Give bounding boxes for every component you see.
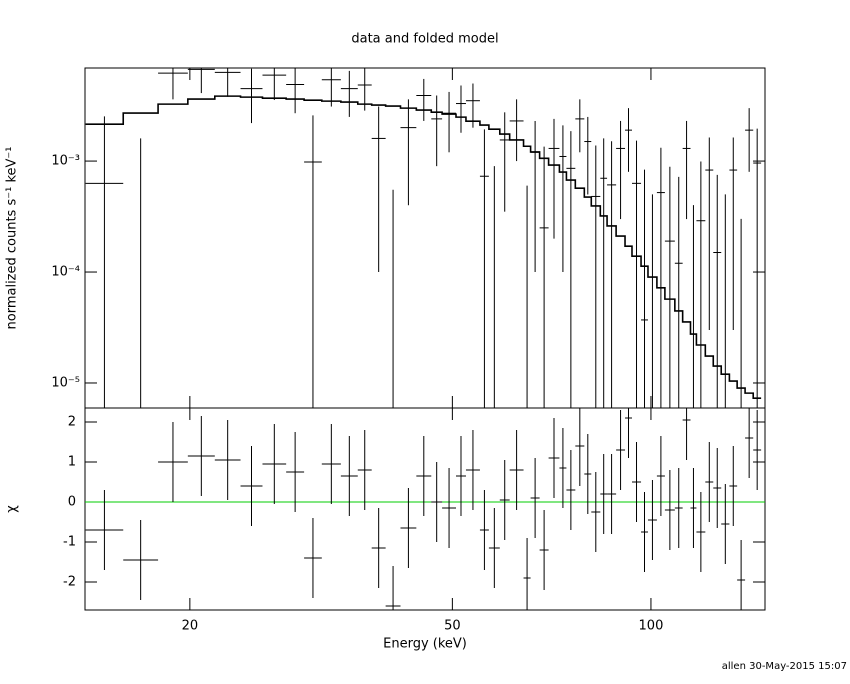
y-tick-label: 10⁻⁴	[51, 265, 80, 280]
x-tick-label: 20	[182, 619, 199, 634]
y-tick-label: 10⁻³	[51, 154, 80, 169]
y-tick-label: -1	[63, 535, 76, 550]
plot-area	[85, 68, 762, 408]
chart-title: data and folded model	[351, 32, 498, 47]
y-tick-label: -2	[63, 575, 76, 590]
plot-area	[85, 408, 765, 610]
y-tick-label: 10⁻⁵	[51, 375, 80, 390]
y-tick-label: 1	[68, 455, 76, 470]
model-line	[85, 95, 762, 399]
y-tick-label: 2	[68, 415, 76, 430]
x-tick-label: 50	[444, 619, 461, 634]
panel-frame	[84, 407, 766, 611]
y-axis-label: normalized counts s⁻¹ keV⁻¹	[5, 147, 20, 330]
x-tick-label: 100	[639, 619, 664, 634]
y-tick-label: 0	[68, 495, 76, 510]
y-axis-label: χ	[5, 505, 20, 513]
panel-frame	[84, 67, 766, 409]
footer: allen 30-May-2015 15:07	[722, 661, 847, 672]
x-axis-label: Energy (keV)	[383, 637, 467, 652]
